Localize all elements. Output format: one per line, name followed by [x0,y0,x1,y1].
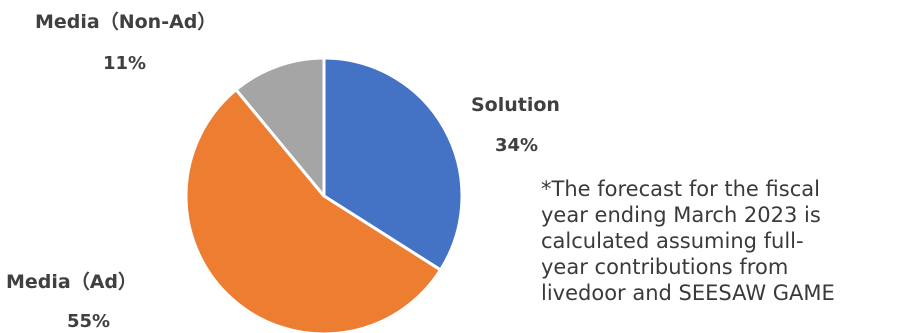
pie-slice-media-non-ad [234,56,326,198]
slice-label-solution: Solution [471,94,560,116]
pie-slice-media-ad [184,88,443,333]
pie-slices [184,56,464,333]
slice-label-media-non-ad: Media（Non-Ad） [35,11,217,33]
forecast-note: *The forecast for the fiscal year ending… [541,177,835,305]
slice-value-solution: 34% [495,135,539,156]
slice-label-media-ad: Media（Ad） [6,271,138,293]
slice-value-media-ad: 55% [67,311,111,332]
slice-value-media-non-ad: 11% [103,53,147,74]
